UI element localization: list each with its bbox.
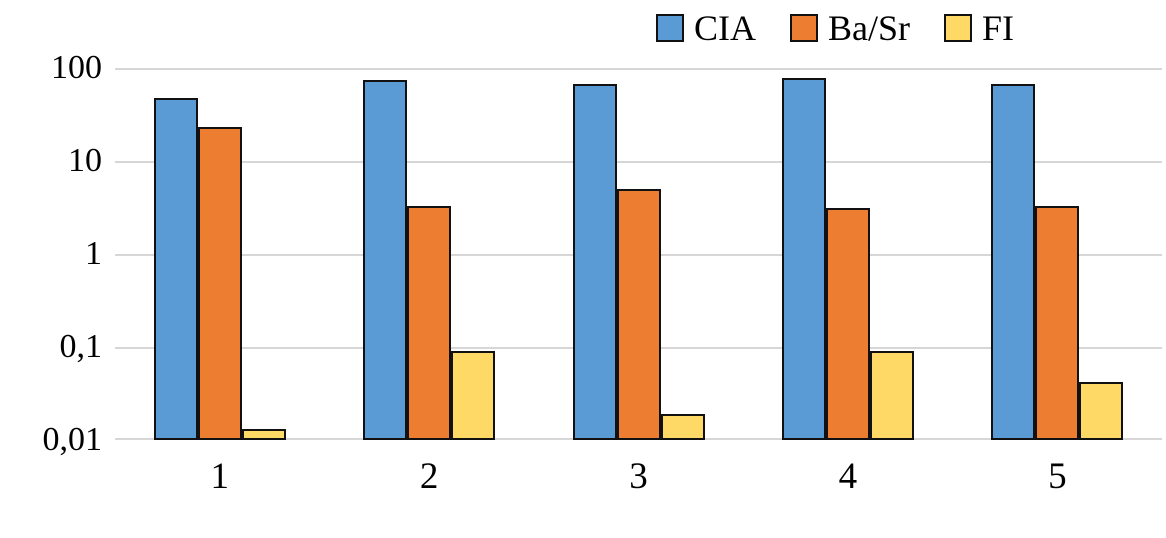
legend: CIA Ba/Sr FI [655, 8, 1014, 48]
y-axis-label: 0,01 [42, 421, 103, 458]
x-axis-label-4: 4 [838, 456, 858, 497]
legend-item-fi: FI [943, 8, 1014, 48]
y-axis: 100 10 1 0,1 0,01 [0, 51, 103, 457]
legend-label: Ba/Sr [827, 8, 910, 48]
bar-basr-cat2 [407, 205, 452, 440]
y-axis-label: 0,1 [59, 328, 103, 365]
plot-area [115, 68, 1162, 440]
legend-item-basr: Ba/Sr [789, 8, 910, 48]
bar-cia-cat4 [781, 78, 826, 440]
legend-label: FI [981, 8, 1014, 48]
bar-fi-cat1 [241, 429, 286, 440]
legend-label: CIA [693, 8, 756, 48]
bar-fi-cat4 [869, 351, 914, 440]
x-axis-label-5: 5 [1048, 456, 1067, 497]
x-axis-label-1: 1 [210, 456, 229, 497]
y-axis-label: 10 [68, 142, 102, 179]
bar-cia-cat2 [363, 79, 408, 440]
bar-fi-cat2 [451, 351, 496, 440]
bar-basr-cat3 [616, 188, 661, 440]
bar-cia-cat5 [991, 83, 1036, 440]
bar-cia-cat1 [153, 97, 198, 440]
bar-cia-cat3 [572, 83, 617, 440]
gridline-10 [115, 161, 1162, 163]
legend-swatch-icon [789, 14, 818, 42]
legend-swatch-icon [655, 14, 684, 42]
y-axis-label: 100 [51, 49, 102, 86]
x-axis: 1 2 3 4 5 [115, 458, 1162, 508]
y-axis-label: 1 [85, 235, 102, 272]
x-axis-label-3: 3 [629, 456, 648, 497]
legend-item-cia: CIA [655, 8, 756, 48]
legend-swatch-icon [943, 14, 972, 42]
bar-fi-cat5 [1079, 382, 1124, 440]
bar-basr-cat1 [197, 127, 242, 440]
x-axis-label-2: 2 [419, 456, 439, 497]
bar-fi-cat3 [660, 414, 705, 440]
bar-basr-cat5 [1035, 205, 1080, 440]
bar-basr-cat4 [825, 208, 870, 440]
gridline-100 [115, 68, 1162, 70]
